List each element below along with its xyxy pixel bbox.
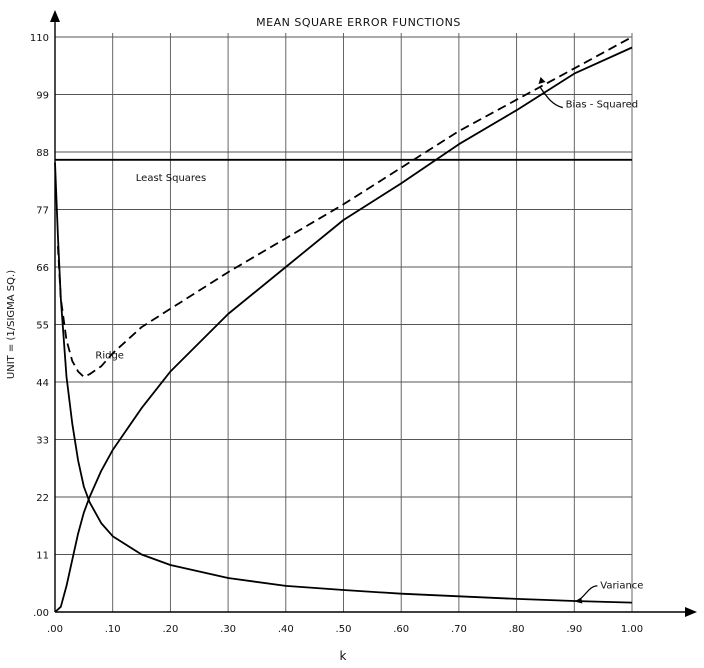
x-tick-label: .80 [509, 624, 525, 635]
y-tick-label: 55 [36, 321, 49, 332]
y-tick-label: 88 [36, 148, 49, 159]
series-label: Ridge [95, 350, 124, 361]
grid [55, 33, 633, 612]
y-axis-label: UNIT = (1/SIGMA SQ.) [6, 270, 17, 379]
y-tick-label: 110 [30, 33, 49, 44]
x-tick-label: .40 [278, 624, 294, 635]
series-label: Bias - Squared [566, 100, 639, 111]
bias-label-leader [539, 86, 563, 109]
bias-label-arrowhead [538, 77, 546, 85]
x-tick-label: .70 [451, 624, 467, 635]
y-tick-label: .00 [33, 608, 49, 619]
labels: MEAN SQUARE ERROR FUNCTIONS k UNIT = (1/… [6, 16, 461, 663]
annotations: Least Squares Ridge Bias - Squared Variance [95, 77, 643, 604]
variance-label-arrowhead [574, 597, 583, 604]
series-layer [54, 36, 633, 613]
x-tick-label: .90 [566, 624, 582, 635]
y-tick-label: 11 [36, 551, 49, 562]
y-tick-label: 99 [36, 91, 49, 102]
x-axis-arrow [685, 607, 697, 617]
x-tick-label: .30 [220, 624, 236, 635]
series-line-variance [54, 162, 633, 604]
y-tick-label: 77 [36, 206, 49, 217]
chart-title: MEAN SQUARE ERROR FUNCTIONS [256, 16, 461, 29]
x-tick-label: .60 [393, 624, 409, 635]
axes [50, 10, 697, 617]
x-tick-label: .10 [105, 624, 121, 635]
x-tick-label: .50 [336, 624, 352, 635]
tick-labels: .00 .10 .20 .30 .40 .50 .60 .70 .80 .90 1.00 .00 11 2… [30, 33, 643, 635]
series-label: Least Squares [136, 173, 206, 184]
x-axis-label: k [340, 649, 347, 663]
x-tick-label: 1.00 [621, 624, 643, 635]
series-line-bias-squared [54, 46, 633, 613]
x-tick-label: .20 [162, 624, 178, 635]
y-tick-label: 22 [36, 493, 49, 504]
y-axis-arrow [50, 10, 60, 22]
x-tick-label: .00 [47, 624, 63, 635]
y-tick-label: 44 [36, 378, 49, 389]
y-tick-label: 33 [36, 436, 49, 447]
series-label: Variance [600, 580, 643, 591]
series-line-ridge [57, 36, 633, 378]
y-tick-label: 66 [36, 263, 49, 274]
